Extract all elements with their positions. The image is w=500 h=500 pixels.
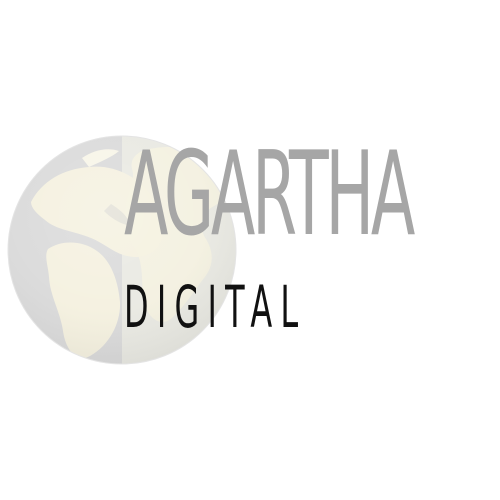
brand-secondary-wordmark: DIGITAL (124, 273, 307, 341)
brand-primary-wordmark: AGARTHA (124, 127, 415, 262)
globe-shading (8, 136, 236, 364)
globe-outline (7, 135, 237, 365)
